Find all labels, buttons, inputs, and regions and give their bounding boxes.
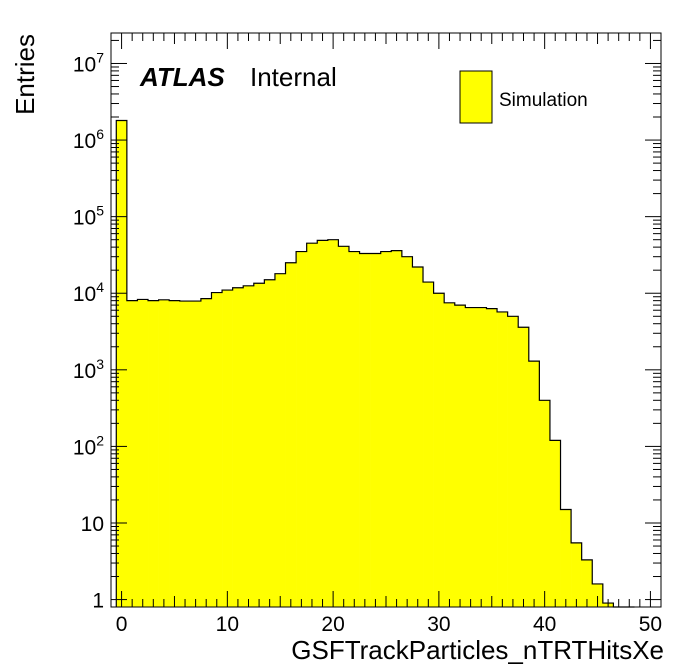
histogram-outline <box>115 119 635 608</box>
histogram-bar <box>211 292 223 607</box>
histogram-bar <box>243 285 255 607</box>
histogram-bar <box>264 279 276 607</box>
legend-entry-label: Simulation <box>499 90 588 111</box>
x-axis-label: GSFTrackParticles_nTRTHitsXe <box>291 635 664 665</box>
histogram-bar <box>581 559 593 607</box>
histogram-bar <box>232 287 244 607</box>
y-tick-label: 104 <box>73 279 104 306</box>
y-tick-label: 103 <box>73 356 104 383</box>
histogram-bar <box>518 327 530 607</box>
histogram-bar <box>370 253 382 607</box>
y-tick-label: 105 <box>73 203 104 230</box>
histogram-bar <box>391 250 403 607</box>
histogram-bar <box>560 509 572 607</box>
histogram-bar <box>454 305 466 607</box>
histogram-bar <box>539 400 551 607</box>
histogram-bar <box>179 301 191 607</box>
axis-ticks <box>110 33 662 607</box>
histogram-bar <box>348 251 360 608</box>
histogram-bar <box>401 256 413 607</box>
histogram-bar <box>296 251 307 608</box>
histogram-bar <box>317 240 329 607</box>
histogram-bar <box>274 273 286 607</box>
atlas-label: ATLAS <box>139 62 225 92</box>
histogram-bars <box>116 120 614 608</box>
histogram-bar <box>126 300 138 607</box>
y-tick-label: 107 <box>73 49 104 76</box>
x-tick-label: 30 <box>427 613 450 636</box>
histogram-bar <box>253 283 265 607</box>
histogram-bar <box>497 311 508 607</box>
histogram-bar <box>338 246 350 607</box>
histogram-bar <box>285 262 297 607</box>
histogram-bar <box>507 316 519 607</box>
y-axis-label: Entries <box>10 34 40 115</box>
y-tick-label: 1 <box>92 590 104 613</box>
histogram-bar <box>486 308 498 607</box>
x-tick-label: 20 <box>321 613 344 636</box>
histogram-bar <box>444 302 456 607</box>
x-tick-label: 50 <box>639 613 662 636</box>
histogram-bar <box>571 542 582 607</box>
histogram-bar <box>116 120 128 608</box>
histogram-bar <box>190 301 202 607</box>
x-tick-label: 0 <box>116 613 128 636</box>
histogram-bar <box>222 290 233 607</box>
histogram-bar <box>359 253 371 607</box>
histogram-bar <box>423 282 434 607</box>
histogram-bar <box>327 239 339 607</box>
histogram-bar <box>528 361 540 607</box>
internal-label: Internal <box>250 62 337 92</box>
y-tick-label: 102 <box>73 432 104 459</box>
histogram-bar <box>169 300 181 607</box>
histogram-bar <box>549 440 561 607</box>
histogram-bar <box>306 243 318 607</box>
histogram-bar <box>380 251 392 608</box>
histogram-bar <box>158 299 170 607</box>
x-tick-label: 40 <box>533 613 556 636</box>
histogram-bar <box>475 307 487 607</box>
legend-swatch <box>459 70 493 124</box>
axis-tick-labels: 0 10 20 30 40 50 1 10 102 103 104 105 106 107 <box>73 49 662 636</box>
histogram-bar <box>148 300 159 607</box>
histogram-bar <box>465 307 477 607</box>
y-tick-label: 106 <box>73 126 104 153</box>
histogram-bar <box>592 583 604 607</box>
x-tick-label: 10 <box>216 613 239 636</box>
histogram-bar <box>433 293 445 607</box>
y-tick-label: 10 <box>81 513 104 536</box>
histogram-bar <box>200 298 212 607</box>
histogram-bar <box>412 267 424 607</box>
histogram-bar <box>137 299 149 607</box>
